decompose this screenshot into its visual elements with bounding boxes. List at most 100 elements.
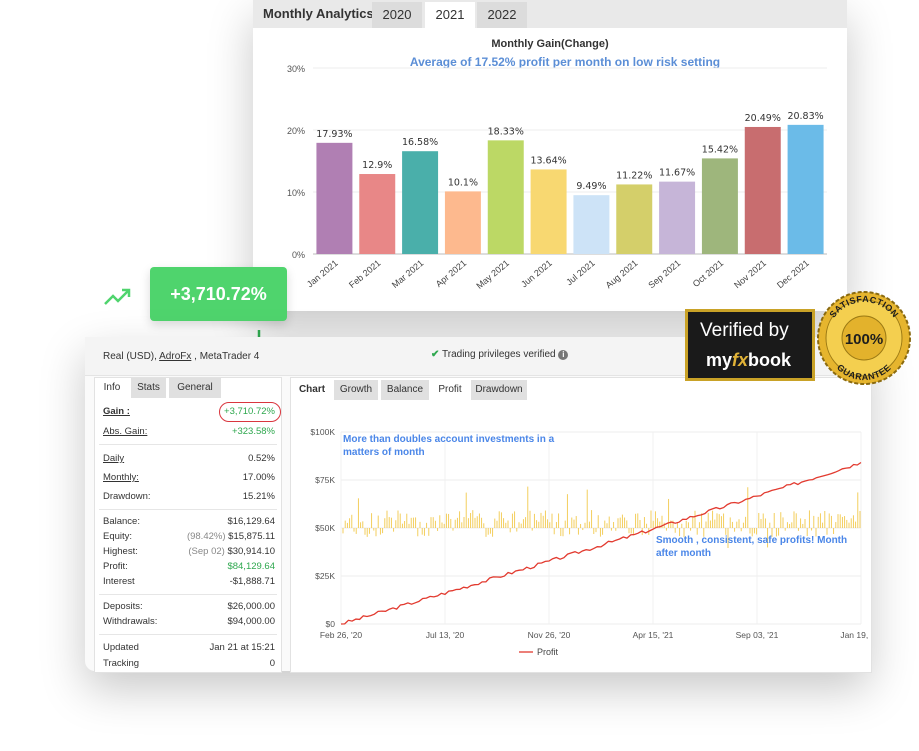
y-tick-label: 30%: [287, 64, 305, 74]
divider: [99, 634, 277, 635]
bar-value-label: 9.49%: [576, 181, 606, 192]
bar[interactable]: [787, 124, 824, 254]
monthly-analytics-card: Monthly Analytics 2020 2021 2022 Monthly…: [253, 0, 847, 311]
x-tick-label: Jul 13, '20: [426, 630, 465, 640]
bar[interactable]: [616, 184, 653, 254]
stat-label: Withdrawals:: [103, 616, 158, 627]
x-tick-label: Feb 2021: [347, 258, 383, 290]
tab-general[interactable]: General: [169, 378, 221, 398]
stat-value: $26,000.00: [227, 601, 275, 612]
total-gain-badge: +3,710.72%: [150, 267, 287, 321]
verified-by-myfxbook-badge: Verified by myfxbook: [685, 309, 815, 381]
bar-value-label: 11.22%: [616, 170, 652, 181]
stat-label: Interest: [103, 576, 135, 587]
y-tick-label: $25K: [315, 571, 335, 581]
stat-daily: Daily 0.52%: [103, 453, 275, 467]
annotation-line-4: after month: [656, 548, 711, 559]
stat-value: Jan 21 at 15:21: [209, 642, 276, 653]
analytics-title: Monthly Analytics: [263, 6, 374, 21]
myfxbook-logo: myfxbook: [706, 350, 792, 370]
monthly-gain-chart: Monthly Gain(Change) Average of 17.52% p…: [287, 38, 827, 291]
tab-year-2022[interactable]: 2022: [477, 2, 527, 28]
stat-abs-gain: Abs. Gain: +323.58%: [103, 426, 275, 440]
bar-value-label: 11.67%: [659, 168, 695, 179]
stat-deposits: Deposits: $26,000.00: [103, 601, 275, 615]
stat-label: Daily: [103, 453, 125, 464]
stat-drawdown: Drawdown: 15.21%: [103, 491, 275, 505]
tab-profit[interactable]: Profit: [432, 380, 468, 400]
y-tick-label: $75K: [315, 475, 335, 485]
x-tick-label: Aug 2021: [604, 258, 640, 290]
stat-label: Monthly:: [103, 472, 139, 483]
x-tick-label: Sep 03, '21: [736, 630, 779, 640]
stat-value: $16,129.64: [227, 516, 275, 527]
tab-info[interactable]: Info: [95, 378, 129, 398]
tab-chart[interactable]: Chart: [293, 380, 331, 400]
stat-equity: Equity: (98.42%) $15,875.11: [103, 531, 275, 545]
bar[interactable]: [573, 195, 610, 254]
bar-value-label: 15.42%: [702, 144, 738, 155]
bar[interactable]: [659, 181, 696, 254]
x-tick-label: Jul 2021: [564, 258, 596, 288]
bar-value-label: 20.49%: [745, 113, 781, 124]
annotation-line-2: matters of month: [343, 447, 425, 458]
profit-line: [340, 461, 862, 625]
bar[interactable]: [359, 174, 396, 254]
bar[interactable]: [744, 126, 781, 254]
divider: [99, 594, 277, 595]
tab-growth[interactable]: Growth: [334, 380, 378, 400]
highest-date: (Sep 02): [188, 546, 225, 557]
highest-amount: $30,914.10: [227, 546, 275, 557]
privileges-label: Trading privileges verified: [442, 349, 556, 360]
stat-value: $84,129.64: [227, 561, 275, 572]
y-tick-label: $100K: [310, 427, 335, 437]
bar[interactable]: [701, 158, 738, 254]
bar[interactable]: [530, 169, 567, 254]
bar[interactable]: [316, 142, 353, 254]
stat-profit: Profit: $84,129.64: [103, 561, 275, 575]
seal-center-text: 100%: [845, 331, 883, 348]
y-tick-label: $50K: [315, 523, 335, 533]
x-tick-label: Jun 2021: [519, 258, 554, 289]
stat-updated: Updated Jan 21 at 15:21: [103, 642, 275, 656]
equity-percent: (98.42%): [186, 531, 226, 542]
legend-profit[interactable]: Profit: [537, 647, 559, 657]
verified-label: Verified by: [700, 320, 789, 341]
bar-value-label: 16.58%: [402, 137, 438, 148]
y-tick-label: 20%: [287, 126, 305, 136]
bar-value-label: 18.33%: [488, 126, 524, 137]
stat-highest: Highest: (Sep 02) $30,914.10: [103, 546, 275, 560]
equity-amount: $15,875.11: [228, 531, 275, 542]
platform-label: , MetaTrader 4: [194, 351, 260, 362]
stat-label: Updated: [103, 642, 139, 653]
info-icon[interactable]: i: [558, 350, 569, 360]
x-tick-label: Apr 2021: [434, 258, 468, 289]
x-tick-label: Jan 19, '22: [840, 630, 871, 640]
stat-withdrawals: Withdrawals: $94,000.00: [103, 616, 275, 630]
bar[interactable]: [402, 151, 439, 254]
tab-year-2021[interactable]: 2021: [425, 2, 475, 28]
bar-value-label: 10.1%: [448, 177, 478, 188]
tab-balance[interactable]: Balance: [381, 380, 429, 400]
bar[interactable]: [444, 191, 481, 254]
x-tick-label: Mar 2021: [390, 258, 426, 290]
x-tick-label: Sep 2021: [646, 258, 682, 290]
stat-interest: Interest -$1,888.71: [103, 576, 275, 590]
bar[interactable]: [487, 140, 524, 254]
stat-value: +3,710.72%: [224, 406, 275, 417]
tab-year-2020[interactable]: 2020: [372, 2, 422, 28]
stat-value: 0: [269, 658, 275, 669]
stat-monthly: Monthly: 17.00%: [103, 472, 275, 486]
account-card: Real (USD), AdroFx , MetaTrader 4 ✔ Trad…: [85, 337, 872, 673]
stat-label: Abs. Gain:: [103, 426, 148, 437]
stat-tracking: Tracking 0: [103, 658, 275, 672]
broker-link[interactable]: AdroFx: [159, 351, 192, 362]
x-tick-label: Feb 26, '20: [320, 630, 363, 640]
tab-drawdown[interactable]: Drawdown: [471, 380, 527, 400]
x-tick-label: Jan 2021: [305, 258, 340, 289]
stat-value: -$1,888.71: [229, 576, 275, 587]
stat-label: Deposits:: [103, 601, 143, 612]
stat-label: Balance:: [103, 516, 140, 527]
tab-stats[interactable]: Stats: [131, 378, 166, 398]
bar-value-label: 20.83%: [787, 111, 823, 122]
